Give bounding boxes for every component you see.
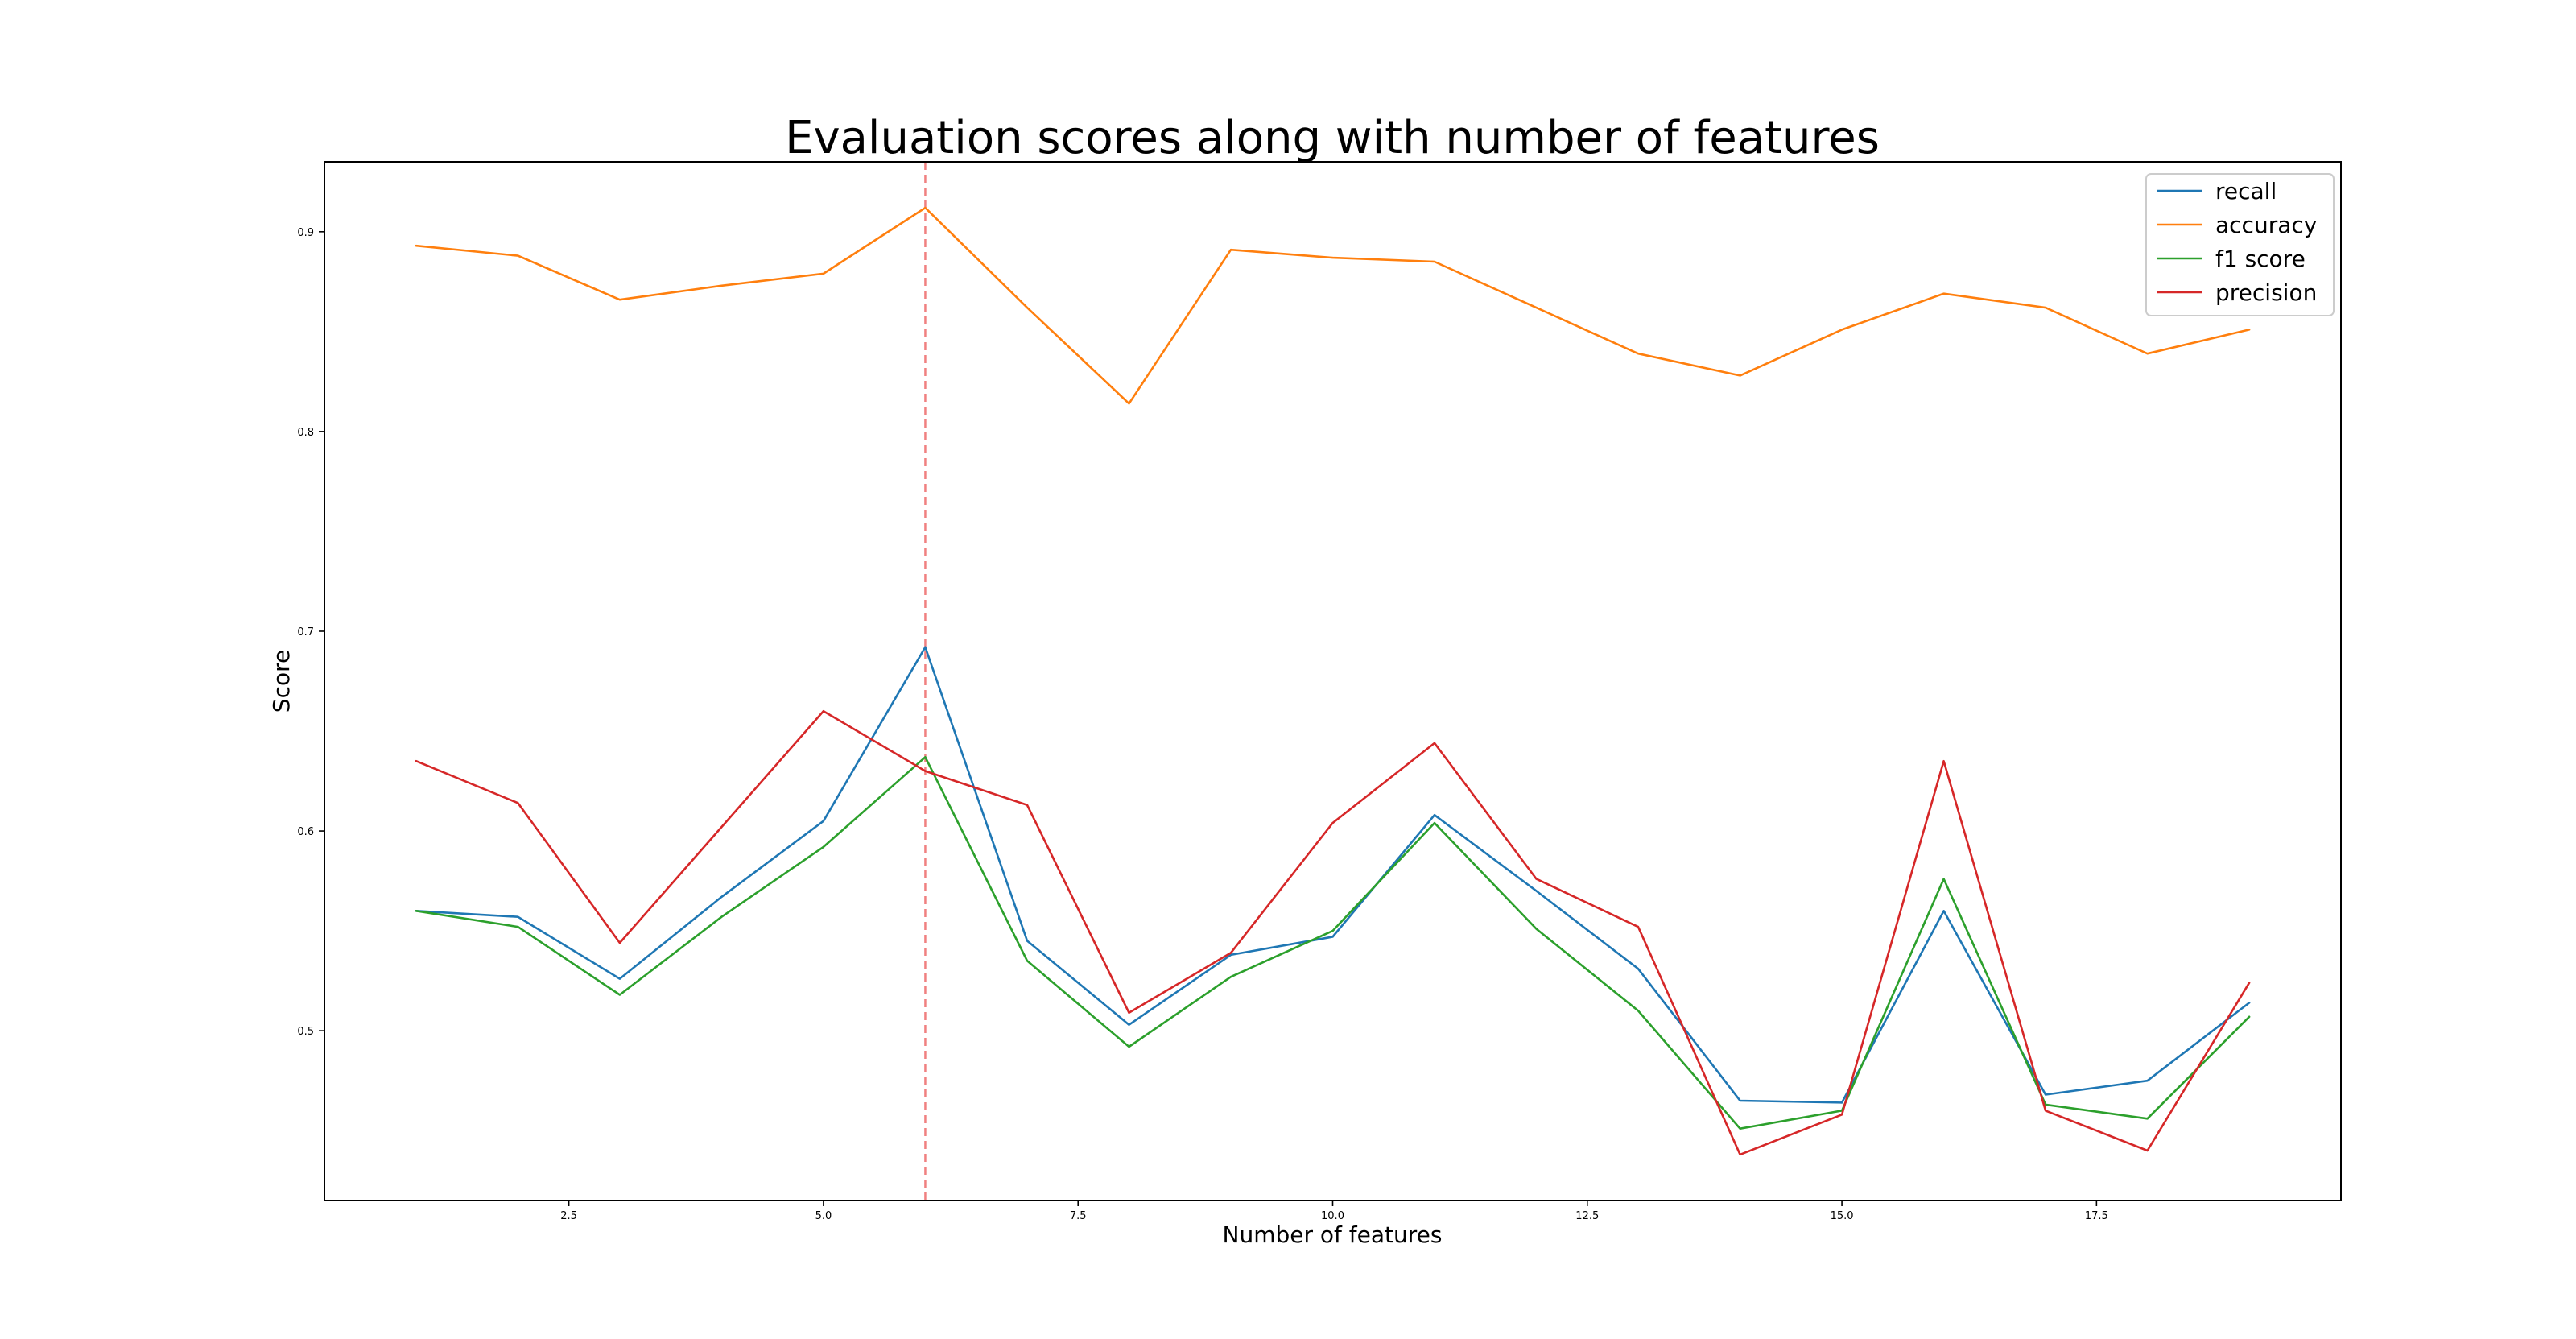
legend-label-f1-score: f1 score bbox=[2215, 246, 2306, 272]
series-line-accuracy bbox=[415, 206, 2251, 405]
chart-title: Evaluation scores along with number of f… bbox=[785, 112, 1880, 164]
x-axis-label: Number of features bbox=[1223, 1221, 1443, 1248]
y-tick-label: 0.7 bbox=[297, 626, 314, 639]
series-line-recall bbox=[415, 646, 2251, 1104]
x-tick-label: 2.5 bbox=[560, 1210, 577, 1222]
series-line-f1-score bbox=[415, 755, 2251, 1130]
x-tick-label: 7.5 bbox=[1070, 1210, 1087, 1222]
plot-area-frame bbox=[324, 161, 2342, 1201]
legend-label-recall: recall bbox=[2215, 178, 2277, 205]
x-tick-label: 12.5 bbox=[1575, 1210, 1599, 1222]
x-tick-label: 5.0 bbox=[815, 1210, 832, 1222]
legend-box bbox=[2145, 173, 2334, 316]
x-tick-label: 15.0 bbox=[1831, 1210, 1854, 1222]
plot-layer bbox=[415, 162, 2251, 1201]
axis-ticks: 2.5 5.0 7.5 10.0 12.5 15.0 17.5 0.5 0.6 0.7 0.8 0.9 bbox=[297, 227, 2108, 1222]
x-tick-label: 10.0 bbox=[1321, 1210, 1344, 1222]
x-tick-label: 17.5 bbox=[2085, 1210, 2108, 1222]
y-tick-label: 0.9 bbox=[297, 227, 314, 239]
legend-label-precision: precision bbox=[2215, 279, 2317, 306]
series-line-precision bbox=[415, 709, 2251, 1156]
y-tick-label: 0.6 bbox=[297, 826, 314, 838]
legend: recall accuracy f1 score precision bbox=[2145, 173, 2334, 316]
y-tick-label: 0.8 bbox=[297, 427, 314, 439]
legend-label-accuracy: accuracy bbox=[2215, 212, 2317, 238]
y-axis-label: Score bbox=[268, 650, 295, 713]
y-tick-label: 0.5 bbox=[297, 1026, 314, 1038]
